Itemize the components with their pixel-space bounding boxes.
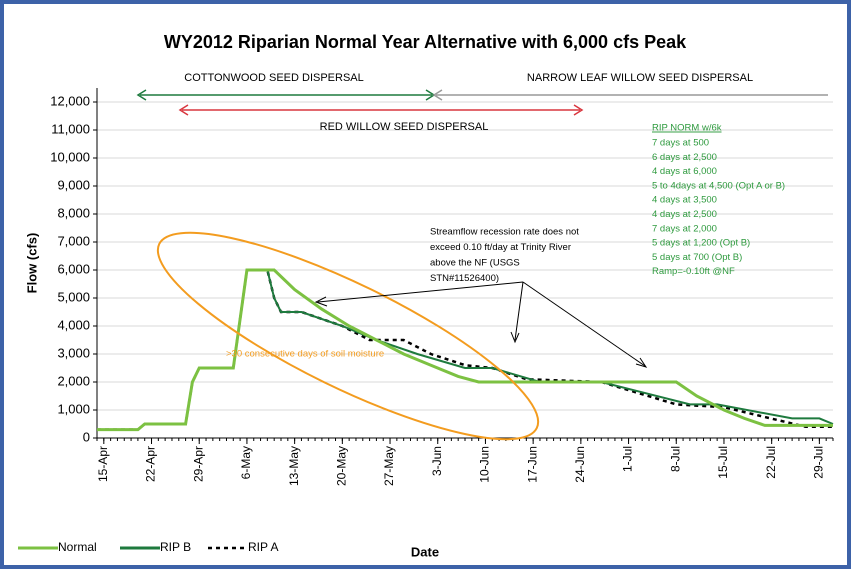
x-tick-label: 10-Jun	[478, 446, 492, 483]
box-line: Ramp=-0.10ft @NF	[652, 266, 735, 277]
annotation-line: above the NF (USGS	[430, 258, 520, 269]
annotation-line: Streamflow recession rate does not	[430, 227, 579, 238]
annotation: RED WILLOW SEED DISPERSAL	[320, 121, 489, 133]
y-tick-label: 9,000	[57, 177, 90, 192]
y-tick-label: 7,000	[57, 233, 90, 248]
annotation-line: exceed 0.10 ft/day at Trinity River	[430, 242, 571, 253]
x-tick-label: 17-Jun	[525, 446, 539, 483]
y-tick-label: 6,000	[57, 261, 90, 276]
annotations: COTTONWOOD SEED DISPERSAL NARROW LEAF WI…	[136, 72, 828, 441]
box-line: 4 days at 2,500	[652, 209, 717, 220]
y-tick-label: 0	[83, 429, 90, 444]
box-line: 7 days at 2,000	[652, 223, 717, 234]
y-tick-label: 5,000	[57, 289, 90, 304]
y-tick-label: 10,000	[50, 149, 90, 164]
box-title: RIP NORM w/6k	[652, 123, 722, 134]
x-tick-label: 22-Jul	[764, 446, 778, 479]
annotation: COTTONWOOD SEED DISPERSAL	[184, 72, 364, 84]
x-tick-label: 13-May	[287, 446, 301, 486]
annotation: NARROW LEAF WILLOW SEED DISPERSAL	[527, 72, 753, 84]
x-tick-label: 3-Jun	[430, 446, 444, 476]
y-tick-label: 2,000	[57, 373, 90, 388]
x-tick-label: 22-Apr	[144, 446, 158, 482]
y-tick-label: 3,000	[57, 345, 90, 360]
y-tick-label: 11,000	[51, 121, 90, 136]
legend: Normal RIP B RIP A	[18, 540, 278, 554]
x-tick-label: 1-Jul	[621, 446, 635, 472]
x-axis-title: Date	[411, 544, 439, 559]
box-line: 6 days at 2,500	[652, 152, 717, 163]
legend-label: RIP B	[160, 540, 191, 554]
box-line: 4 days at 3,500	[652, 195, 717, 206]
series-line	[97, 268, 833, 432]
plot-area: 0 1,000 2,000 3,000 4,000 5,000 6,000 7,000 8,00…	[50, 88, 834, 486]
chart-title: WY2012 Riparian Normal Year Alternative …	[164, 32, 687, 52]
y-tick-label: 8,000	[57, 205, 90, 220]
legend-label: Normal	[58, 540, 97, 554]
x-tick-label: 29-Jul	[812, 446, 826, 479]
legend-label: RIP A	[248, 540, 278, 554]
annotation-line: STN#11526400)	[430, 273, 499, 284]
box-line: 7 days at 500	[652, 138, 709, 149]
ellipse	[156, 231, 540, 441]
x-tick-label: 24-Jun	[573, 446, 587, 483]
x-tick-label: 20-May	[335, 446, 349, 486]
y-axis-title: Flow (cfs)	[24, 233, 39, 294]
x-tick-label: 27-May	[382, 446, 396, 486]
x-tick-label: 6-May	[239, 446, 253, 479]
y-tick-label: 4,000	[57, 317, 90, 332]
arrow-head	[178, 104, 584, 116]
callout-arrows	[314, 281, 648, 368]
x-tick-label: 8-Jul	[668, 446, 682, 472]
x-tick-label: 15-Apr	[96, 446, 110, 482]
arrow-head	[432, 89, 443, 101]
annotation: >30 consecutive days of soil moisture	[226, 349, 384, 360]
box-line: 5 days at 1,200 (Opt B)	[652, 238, 750, 249]
x-tick-label: 29-Apr	[191, 446, 205, 482]
box-line: 5 days at 700 (Opt B)	[652, 252, 742, 263]
box-line: 5 to 4days at 4,500 (Opt A or B)	[652, 180, 785, 191]
box-line: 4 days at 6,000	[652, 166, 717, 177]
x-tick-label: 15-Jul	[716, 446, 730, 479]
y-tick-label: 12,000	[50, 93, 90, 108]
y-tick-label: 1,000	[57, 401, 90, 416]
